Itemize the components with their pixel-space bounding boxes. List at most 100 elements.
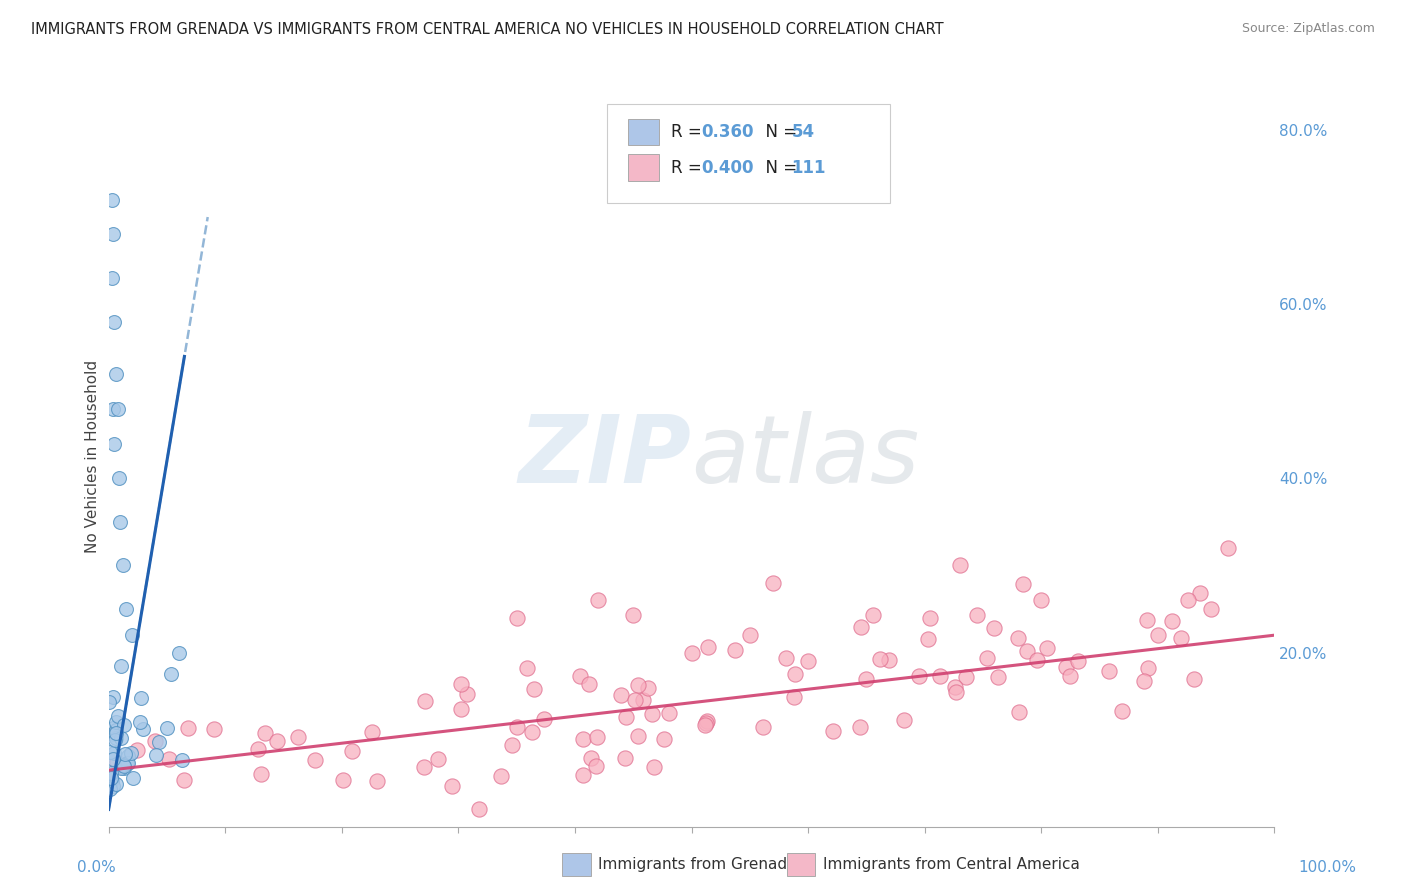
Point [585,759,607,773]
Point [143,734,166,748]
Point [1170,631,1192,645]
Point [426,752,449,766]
Point [145,747,167,762]
Point [571,731,593,746]
Point [489,769,512,783]
Point [101,752,124,766]
Point [129,690,152,705]
Point [945,685,967,699]
Point [121,628,143,642]
Point [103,227,125,242]
Point [132,723,155,737]
Point [505,611,527,625]
Point [586,593,609,607]
Point [738,628,761,642]
Point [110,515,132,529]
Point [114,747,136,761]
Point [637,681,659,696]
Point [823,724,845,739]
Point [169,646,191,660]
Point [1146,628,1168,642]
Point [101,772,124,787]
Point [1007,632,1029,646]
Point [775,650,797,665]
Point [1161,614,1184,628]
Point [586,730,609,744]
Point [100,771,122,785]
Point [450,702,472,716]
Point [101,690,124,704]
Point [157,751,180,765]
Point [1008,705,1031,719]
Point [111,558,134,573]
Point [696,640,718,654]
Point [797,654,820,668]
Point [783,690,806,704]
Point [247,742,270,756]
Point [1177,593,1199,607]
Point [110,659,132,673]
Point [101,271,124,285]
Point [170,753,193,767]
Point [1026,653,1049,667]
Point [614,710,637,724]
Point [523,681,546,696]
Point [1133,673,1156,688]
Point [107,708,129,723]
Point [578,677,600,691]
Point [569,669,592,683]
Point [117,748,139,763]
Point [105,755,128,769]
Point [862,608,884,623]
Point [332,773,354,788]
Point [762,575,785,590]
Point [160,667,183,681]
Point [533,712,555,726]
Point [983,621,1005,635]
Point [614,751,637,765]
Point [101,721,124,735]
Point [1012,576,1035,591]
Point [156,721,179,735]
Point [1054,660,1077,674]
Text: Immigrants from Central America: Immigrants from Central America [823,857,1080,871]
Point [724,643,747,657]
Point [652,731,675,746]
Point [501,738,523,752]
Point [929,669,952,683]
Point [869,651,891,665]
Point [1111,704,1133,718]
Point [103,315,125,329]
Point [110,760,132,774]
Point [505,719,527,733]
Point [98,776,121,790]
Point [117,756,139,770]
Point [987,670,1010,684]
Point [920,611,942,625]
Text: 0.400: 0.400 [702,159,754,177]
Point [111,758,134,772]
Text: 111: 111 [792,159,827,177]
Point [752,720,775,734]
Point [631,693,654,707]
Text: N =: N = [755,159,803,177]
Text: Source: ZipAtlas.com: Source: ZipAtlas.com [1241,22,1375,36]
Point [1136,661,1159,675]
Point [450,677,472,691]
Point [658,706,681,720]
Point [627,729,650,743]
Point [202,723,225,737]
Point [643,760,665,774]
Text: Immigrants from Grenada: Immigrants from Grenada [598,857,796,871]
Text: 54: 54 [792,123,814,141]
Point [104,367,127,381]
Point [413,760,436,774]
Point [98,745,121,759]
Point [112,718,135,732]
Point [104,714,127,729]
Text: IMMIGRANTS FROM GRENADA VS IMMIGRANTS FROM CENTRAL AMERICA NO VEHICLES IN HOUSEH: IMMIGRANTS FROM GRENADA VS IMMIGRANTS FR… [31,22,943,37]
Point [1098,664,1121,678]
Point [848,720,870,734]
Text: N =: N = [755,123,803,141]
Point [955,670,977,684]
